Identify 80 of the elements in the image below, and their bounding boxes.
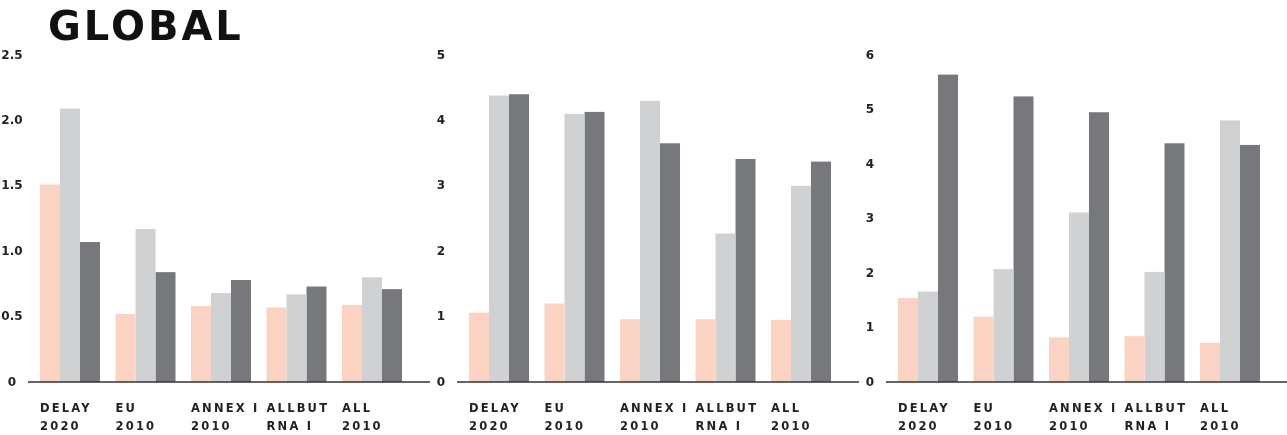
x-tick-label: EU 2010 [115,401,157,433]
bar [342,304,362,382]
y-tick-label: 0.5 [1,309,23,324]
x-tick-label: ALLBUT RNA I [1124,401,1188,433]
bar [1013,96,1034,382]
y-tick-label: 0 [436,374,446,389]
bar [973,316,994,382]
x-tick-label: DELAY 2020 [469,401,521,433]
y-tick-label: 0 [865,374,875,389]
y-tick-label: 1.0 [1,243,23,258]
bar [695,319,716,382]
x-tick-label: ANNEX I 2010 [620,401,689,433]
bar [1069,212,1089,382]
bar [286,294,307,382]
bar [509,94,529,382]
x-tick-label: ALLBUT RNA I [695,401,759,433]
y-tick-label: 1.5 [1,178,23,193]
x-tick-label: ALL 2010 [342,401,383,433]
bar [791,185,811,382]
bar [918,291,938,382]
y-tick-label: 5 [865,102,875,116]
y-tick-label: 3 [436,178,446,193]
x-tick-label: DELAY 2020 [898,401,950,433]
bar [1200,342,1220,382]
bar [266,307,287,382]
y-tick-label: 2.5 [1,47,23,62]
x-tick-label: ALLBUT RNA I [266,401,330,433]
bar [564,113,585,382]
y-tick-label: 1 [436,309,446,324]
bar [469,312,489,382]
bar [60,108,80,382]
bar [640,100,660,382]
y-tick-label: 2 [436,243,446,258]
bar [231,279,251,382]
bar [489,95,509,382]
bar [620,319,640,382]
bar [1124,336,1145,382]
y-tick-label: 4 [436,112,446,127]
bar [715,233,736,382]
bar [660,143,680,382]
bar [1164,143,1185,382]
bar [211,293,231,382]
bar [735,158,756,382]
y-tick-label: 4 [865,156,875,171]
y-tick-label: 1 [865,320,875,334]
x-tick-label: DELAY 2020 [40,401,92,433]
x-tick-label: EU 2010 [973,401,1015,433]
x-tick-label: ANNEX I 2010 [1049,401,1118,433]
y-tick-label: 2.0 [1,112,23,127]
bar [382,289,402,382]
bar [135,228,156,382]
y-tick-label: 5 [436,47,446,62]
bar [1089,112,1109,382]
bar [40,184,60,382]
y-tick-label: 6 [865,47,875,62]
bar [80,242,100,382]
x-tick-label: ANNEX I 2010 [191,401,260,433]
bar [306,286,327,382]
bar [811,161,831,382]
bar [898,298,918,382]
bar [191,306,211,382]
bar [771,319,791,382]
y-tick-label: 0 [7,374,17,389]
x-tick-label: EU 2010 [544,401,586,433]
y-tick-label: 2 [865,265,875,280]
bar [1220,120,1240,382]
bar [544,303,565,382]
bar [993,269,1014,382]
bar [1144,271,1165,382]
bar [1240,144,1260,382]
y-tick-label: 3 [865,211,875,225]
bar [1049,337,1069,382]
bar [584,111,605,382]
x-tick-label: ALL 2010 [1200,401,1241,433]
bar [938,74,958,382]
bar [115,313,136,382]
bar [362,277,382,382]
bar [155,272,176,382]
x-tick-label: ALL 2010 [771,401,812,433]
chart-title: GLOBAL [48,3,244,49]
